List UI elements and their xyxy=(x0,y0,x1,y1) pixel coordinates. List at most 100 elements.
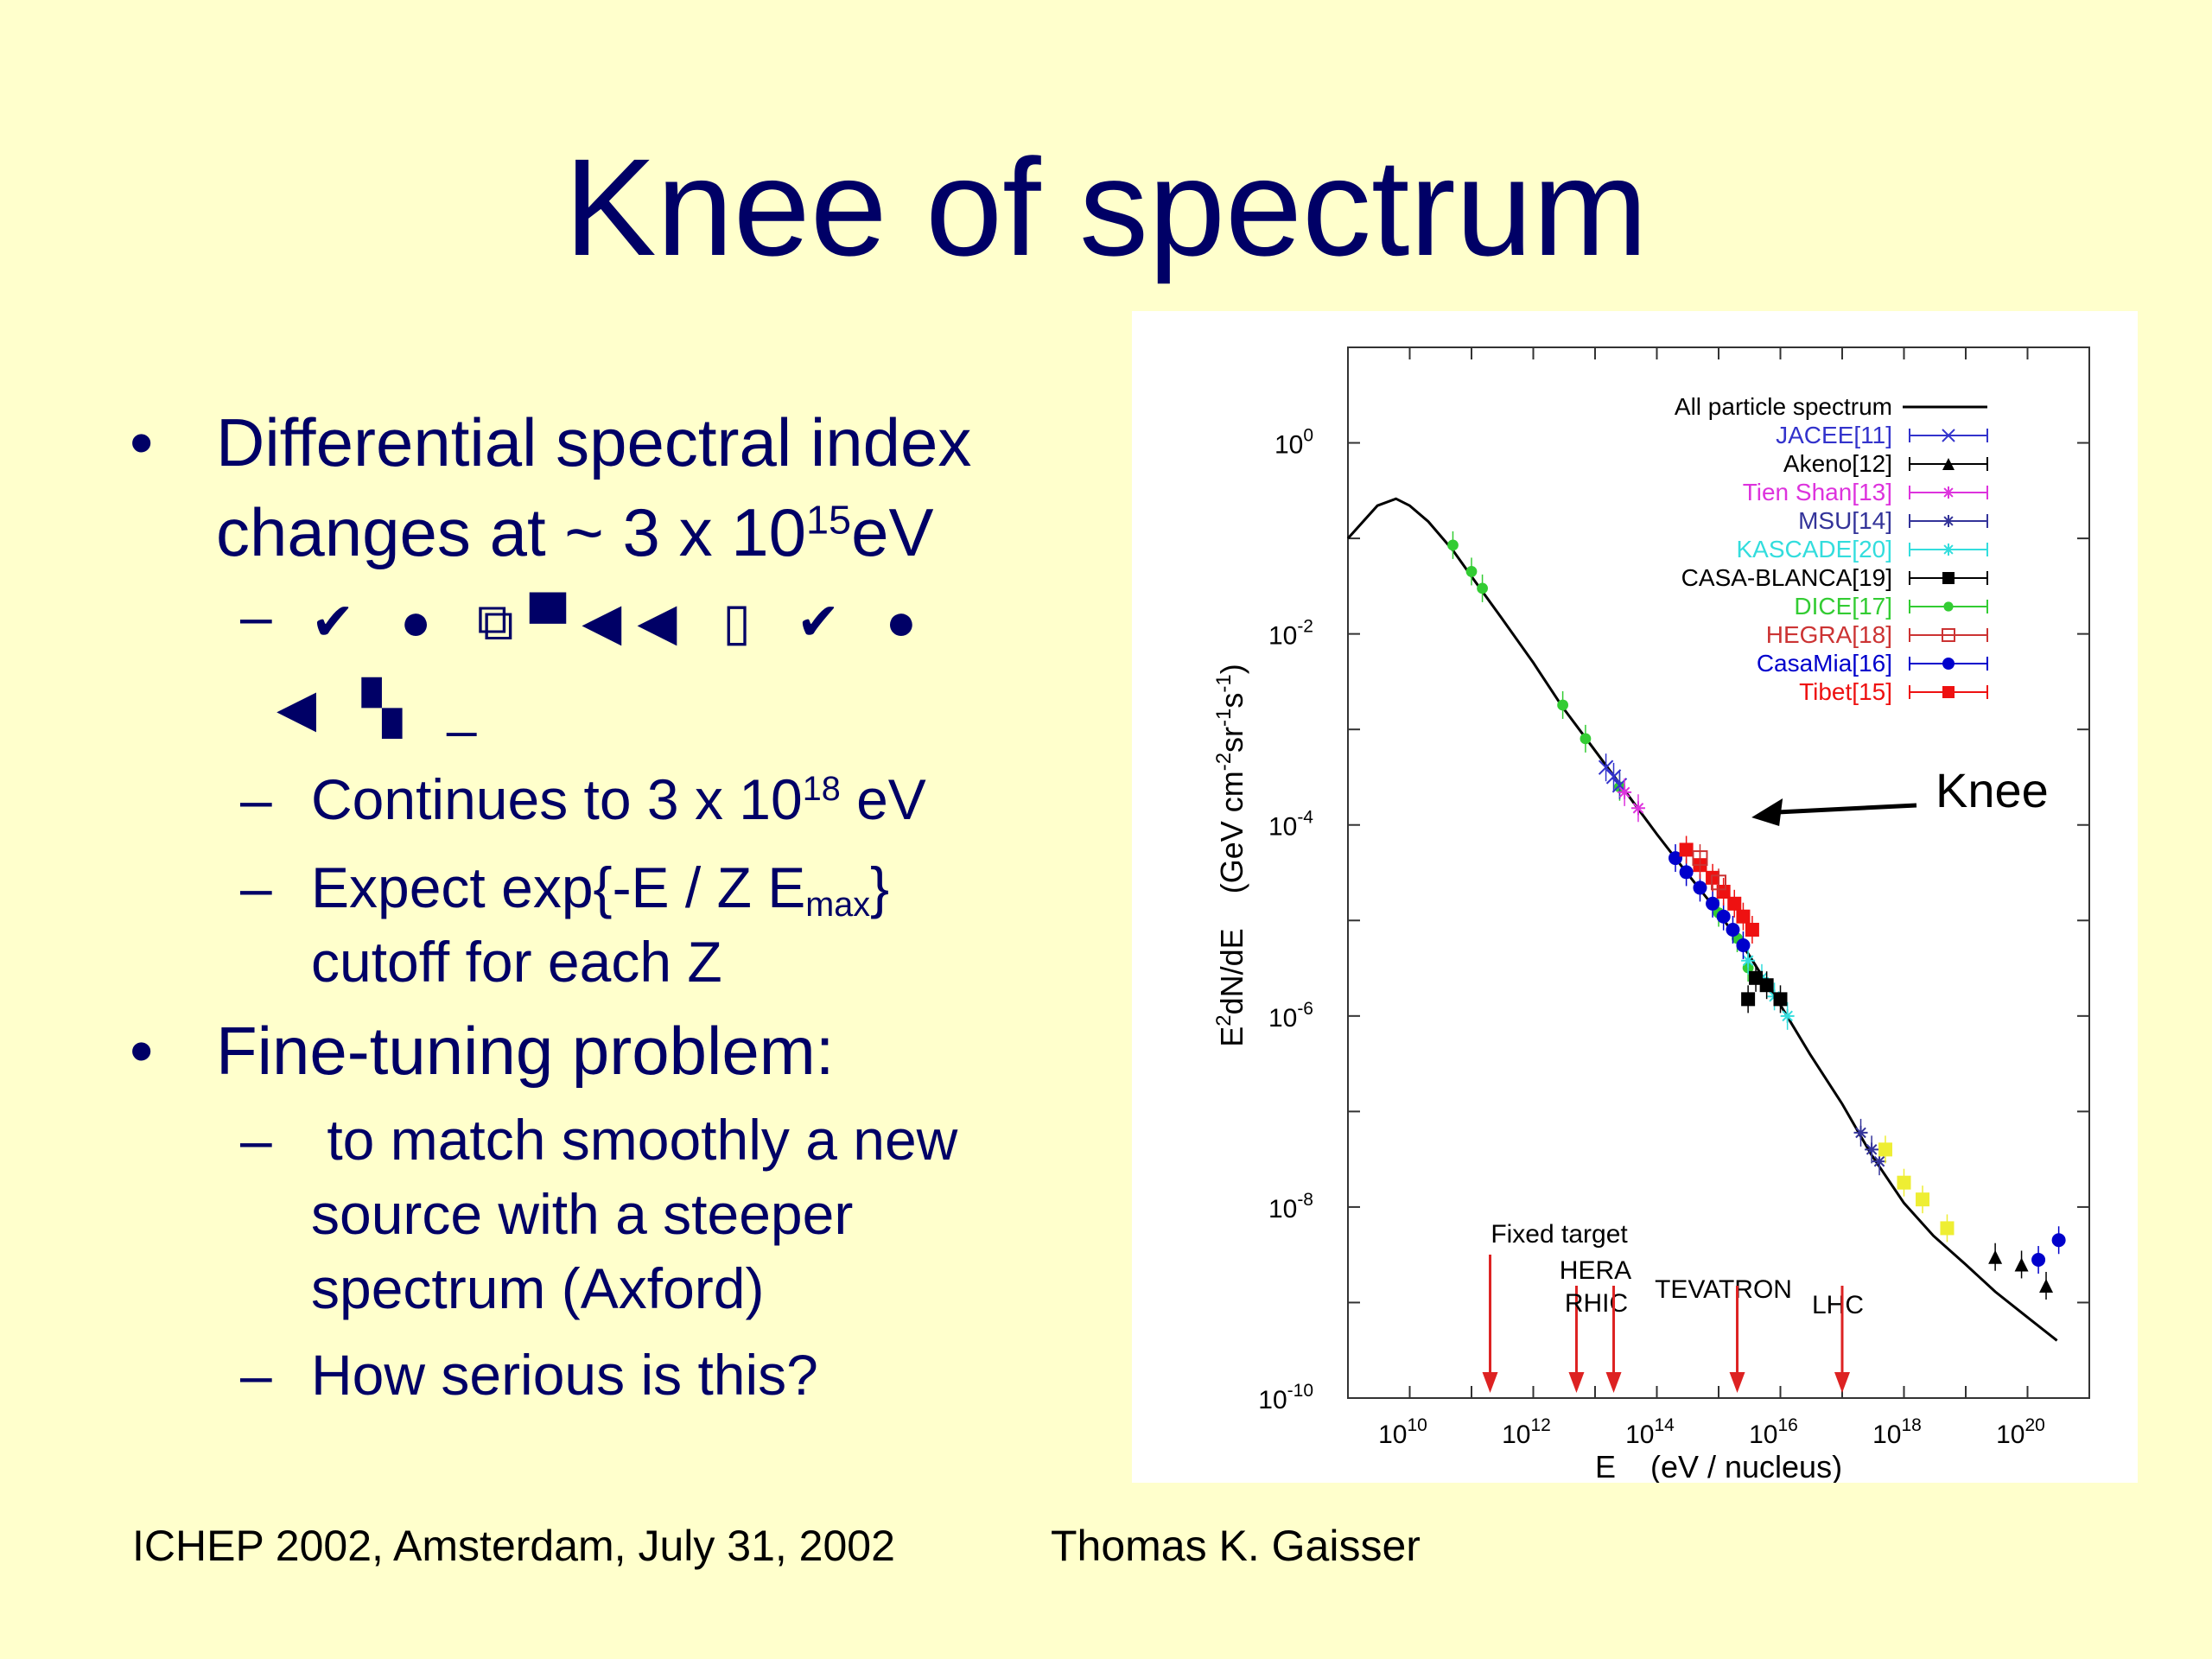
x-tick-label: 1020 xyxy=(1996,1415,2045,1449)
x-tick-label-exp: 12 xyxy=(1531,1415,1551,1435)
legend-label: KASCADE[20] xyxy=(1736,536,1892,563)
y-tick-label: 10-8 xyxy=(1268,1190,1313,1224)
accelerator-arrowhead xyxy=(1834,1372,1850,1393)
data-point xyxy=(1749,970,1764,985)
sub-bullet-item: – How serious is this? xyxy=(130,1338,1097,1412)
data-point xyxy=(1557,699,1569,711)
data-point xyxy=(1598,760,1614,775)
spectrum-chart: 1010 1012 1014 1016 1018 1020 100 10-2 10-4 10-6 1… xyxy=(1132,311,2138,1483)
x-tick-label: 1018 xyxy=(1872,1415,1922,1449)
y-tick-label-exp: -4 xyxy=(1297,808,1313,828)
y-tick-label-exp: -10 xyxy=(1287,1381,1313,1401)
bullet-list: • Differential spectral index changes at… xyxy=(130,397,1097,1412)
data-point xyxy=(1679,865,1694,880)
accelerator-label: HERA xyxy=(1560,1256,1631,1285)
y-axis-label-part: ) xyxy=(1214,664,1249,674)
bullet-item: • Fine-tuning problem: xyxy=(130,1006,1097,1096)
data-point xyxy=(1580,733,1592,745)
y-tick-label: 100 xyxy=(1274,426,1313,460)
symbol-glyphs: ✔ ● ⧉▀◀◀ ▯ ✔ ● xyxy=(311,593,933,651)
data-point xyxy=(1706,896,1720,911)
x-tick-label-base: 10 xyxy=(1872,1421,1901,1449)
legend-marker xyxy=(1942,543,1955,556)
sub-bullet-text-line: to match smoothly a new xyxy=(311,1108,958,1172)
data-point xyxy=(1726,922,1740,937)
data-point xyxy=(1741,953,1756,968)
sub-bullet-text: } xyxy=(870,855,890,919)
accelerator-label: LHC xyxy=(1812,1291,1864,1319)
data-point xyxy=(1692,850,1708,867)
legend-label: DICE[17] xyxy=(1794,593,1892,620)
legend-label: CasaMia[16] xyxy=(1757,650,1892,677)
data-point xyxy=(1465,566,1478,577)
y-axis-label-part: dN/dE (GeV cm xyxy=(1214,771,1249,1014)
data-point xyxy=(2014,1257,2029,1272)
y-tick-label-exp: -6 xyxy=(1297,999,1313,1019)
y-tick-label-exp: -8 xyxy=(1297,1190,1313,1210)
x-tick-label: 1012 xyxy=(1502,1415,1551,1449)
legend-marker xyxy=(1943,601,1954,612)
y-tick-label-base: 10 xyxy=(1268,813,1297,842)
data-point xyxy=(1679,842,1694,857)
accelerator-markers: Fixed target HERA RHIC TEVATRON LHC xyxy=(1482,1220,1864,1393)
accelerator-label: Fixed target xyxy=(1491,1220,1628,1249)
subscript: max xyxy=(805,885,871,924)
legend-label: Tibet[15] xyxy=(1799,678,1892,705)
all-particle-spectrum-line xyxy=(1346,497,2058,1342)
data-point xyxy=(1865,1142,1879,1157)
legend-marker xyxy=(1942,429,1955,442)
y-tick-label-exp: 0 xyxy=(1303,426,1313,446)
x-tick-label-base: 10 xyxy=(1378,1421,1407,1449)
data-point xyxy=(1940,1221,1955,1236)
y-axis-label-part: -2 xyxy=(1212,753,1236,771)
y-tick-label-base: 10 xyxy=(1268,1004,1297,1033)
legend-label: MSU[14] xyxy=(1798,507,1892,534)
data-point xyxy=(2039,1278,2054,1293)
data-point xyxy=(1736,909,1751,924)
data-point xyxy=(2051,1233,2066,1248)
accelerator-label: RHIC xyxy=(1565,1289,1628,1318)
data-point xyxy=(1477,582,1488,594)
exponent: 15 xyxy=(806,497,852,543)
slide-title: Knee of spectrum xyxy=(564,130,1648,284)
legend-label: JACEE[11] xyxy=(1776,422,1892,448)
knee-label: Knee xyxy=(1936,763,2049,817)
sub-bullet-marker: – xyxy=(240,1108,272,1172)
legend-marker xyxy=(1942,486,1955,499)
data-point xyxy=(1711,874,1726,891)
footer-conference: ICHEP 2002, Amsterdam, July 31, 2002 xyxy=(132,1522,895,1570)
data-point xyxy=(1727,896,1742,911)
x-tick-label: 1014 xyxy=(1625,1415,1675,1449)
y-tick-label-base: 10 xyxy=(1274,431,1303,460)
sub-bullet-marker: – xyxy=(240,855,272,919)
y-tick-label: 10-2 xyxy=(1268,617,1313,651)
y-axis-label-part: -1 xyxy=(1212,674,1236,692)
exponent: 18 xyxy=(802,770,841,809)
y-tick-label-exp: -2 xyxy=(1297,617,1313,637)
x-tick-label-exp: 10 xyxy=(1408,1415,1427,1435)
knee-arrowhead xyxy=(1751,798,1783,826)
x-tick-label-exp: 16 xyxy=(1778,1415,1798,1435)
data-point xyxy=(1780,1008,1795,1023)
sub-bullet-item: – Expect exp{-E / Z Emax} cutoff for eac… xyxy=(130,850,1097,999)
bullet-marker: • xyxy=(130,1013,154,1089)
data-point xyxy=(1736,938,1751,952)
accelerator-arrowhead xyxy=(1568,1372,1585,1393)
y-tick-label-base: 10 xyxy=(1268,622,1297,651)
sub-bullet-marker: – xyxy=(240,1343,272,1407)
legend-label: HEGRA[18] xyxy=(1766,621,1892,648)
data-point xyxy=(2031,1253,2046,1268)
y-axis-label: E2dN/dE (GeV cm-2sr-1s-1) xyxy=(1212,664,1249,1046)
data-point xyxy=(1872,1154,1887,1169)
y-tick-label-base: 10 xyxy=(1258,1386,1287,1414)
sub-bullet-marker: – xyxy=(240,584,272,648)
x-tick-label-exp: 18 xyxy=(1902,1415,1922,1435)
x-tick-label: 1010 xyxy=(1378,1415,1427,1449)
legend-marker xyxy=(1942,572,1955,584)
data-point xyxy=(1630,801,1645,816)
y-axis-label-part: -1 xyxy=(1212,709,1236,727)
data-point xyxy=(1853,1125,1868,1140)
accelerator-arrowhead xyxy=(1482,1372,1498,1393)
all-particle-curve xyxy=(1346,497,2058,1342)
legend-label: Akeno[12] xyxy=(1783,450,1892,477)
